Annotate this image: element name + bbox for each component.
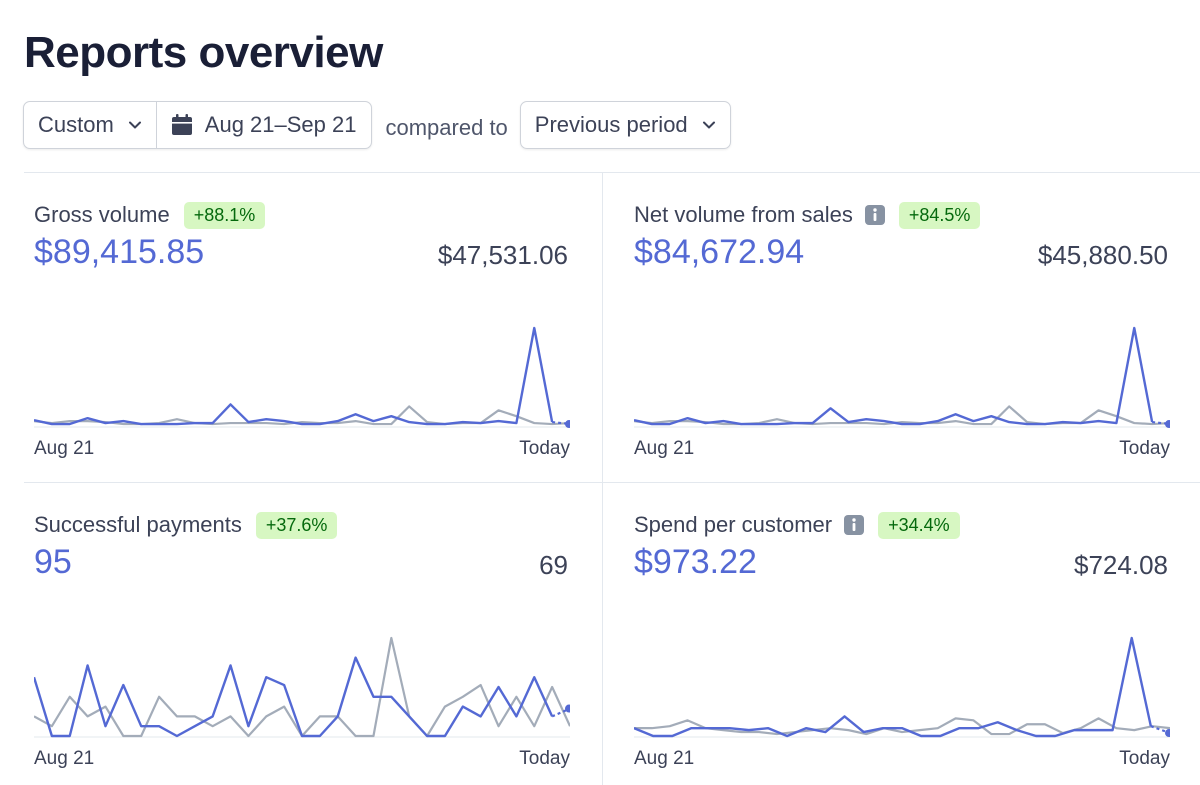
previous-series-line	[34, 636, 570, 738]
change-badge: +84.5%	[898, 201, 981, 229]
current-value: $84,672.94	[634, 233, 805, 271]
grid-divider-top	[24, 172, 1200, 173]
previous-value: $47,531.06	[437, 240, 568, 270]
current-value: $973.22	[634, 543, 757, 581]
current-value: 95	[34, 543, 72, 581]
card-title: Spend per customer	[634, 512, 833, 537]
x-axis-end-label: Today	[1119, 438, 1170, 459]
current-series-endpoint	[1165, 729, 1170, 738]
sparkline-chart	[34, 636, 570, 738]
info-icon[interactable]	[864, 205, 885, 225]
x-axis-end-label: Today	[1119, 748, 1170, 769]
x-axis-end-label: Today	[519, 438, 570, 459]
compared-to-label: compared to	[385, 115, 508, 140]
card-net-volume[interactable]: Net volume from sales +84.5% $84,672.94 …	[634, 200, 1170, 470]
card-title: Successful payments	[34, 512, 242, 537]
grid-divider-middle	[24, 482, 1200, 483]
chevron-down-icon	[702, 121, 715, 129]
chevron-down-icon	[128, 121, 141, 129]
filter-bar: Custom Aug 21–Sep 21 compared to Previou…	[23, 101, 731, 149]
card-title: Gross volume	[34, 202, 170, 227]
range-select-label: Custom	[38, 112, 114, 137]
current-series-line	[634, 326, 1154, 426]
card-spend-per-customer[interactable]: Spend per customer +34.4% $973.22 $724.0…	[634, 510, 1170, 780]
comparison-select-label: Previous period	[534, 112, 688, 137]
current-value: $89,415.85	[34, 233, 205, 271]
x-axis-start-label: Aug 21	[634, 438, 695, 459]
date-range-label: Aug 21–Sep 21	[204, 112, 357, 137]
x-axis-end-label: Today	[519, 748, 570, 769]
previous-value: $724.08	[1074, 550, 1168, 580]
current-series-endpoint	[565, 420, 570, 429]
change-badge: +34.4%	[878, 511, 960, 539]
comparison-select[interactable]: Previous period	[519, 101, 731, 149]
change-badge: +37.6%	[255, 511, 338, 539]
current-series-line	[34, 326, 554, 426]
date-range-picker[interactable]: Aug 21–Sep 21	[155, 102, 371, 148]
previous-value: $45,880.50	[1037, 240, 1168, 270]
sparkline-chart	[634, 326, 1170, 429]
change-badge: +88.1%	[183, 201, 266, 229]
info-icon[interactable]	[844, 515, 865, 535]
comparison-select-button[interactable]: Previous period	[521, 102, 730, 148]
x-axis-start-label: Aug 21	[34, 748, 95, 769]
previous-series-line	[634, 717, 1170, 736]
current-series-endpoint	[565, 704, 570, 713]
previous-value: 69	[539, 550, 568, 580]
current-series-endpoint	[1165, 420, 1170, 429]
date-range-group: Custom Aug 21–Sep 21	[23, 101, 372, 149]
current-series-line	[34, 656, 554, 738]
current-series-line	[634, 636, 1153, 738]
card-gross-volume[interactable]: Gross volume +88.1% $89,415.85 $47,531.0…	[34, 200, 570, 470]
x-axis-start-label: Aug 21	[634, 748, 695, 769]
range-select[interactable]: Custom	[24, 102, 156, 148]
grid-divider-vertical	[602, 172, 603, 785]
card-successful-payments[interactable]: Successful payments +37.6% 95 69 Aug 21 …	[34, 510, 570, 780]
sparkline-chart	[634, 636, 1170, 738]
card-title: Net volume from sales	[634, 202, 853, 227]
sparkline-chart	[34, 326, 570, 429]
page-title: Reports overview	[24, 28, 383, 77]
x-axis-start-label: Aug 21	[34, 438, 95, 459]
calendar-icon	[171, 114, 192, 135]
